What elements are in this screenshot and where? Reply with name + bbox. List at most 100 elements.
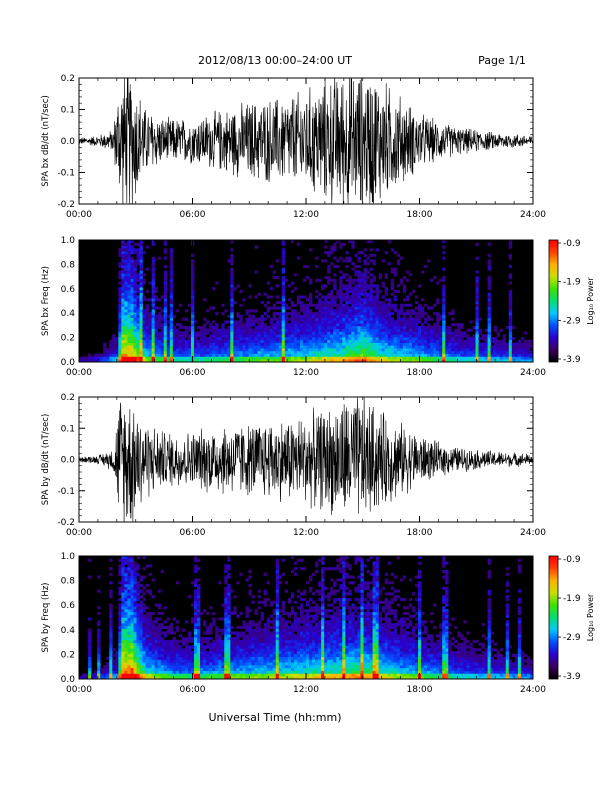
spectrogram-cell <box>142 350 146 354</box>
spectrogram-cell <box>97 575 101 579</box>
spectrogram-cell <box>375 248 379 252</box>
spectrogram-cell <box>272 659 277 663</box>
spectrogram-cell <box>121 309 125 313</box>
spectrogram-cell <box>157 656 162 660</box>
spectrogram-cell <box>145 611 149 616</box>
spectrogram-cell <box>118 611 122 616</box>
spectrogram-cell <box>157 314 162 318</box>
spectrogram-cell <box>257 353 261 357</box>
spectrogram-cell <box>242 667 246 671</box>
spectrogram-cell <box>151 309 155 313</box>
spectrogram-cell <box>309 323 313 327</box>
spectrogram-cell <box>151 651 155 655</box>
spectrogram-cell <box>181 350 186 354</box>
spectrogram-cell <box>118 270 122 274</box>
spectrogram-cell <box>275 665 280 669</box>
spectrogram-cell <box>306 348 310 352</box>
spectrogram-cell <box>417 284 422 288</box>
spectrogram-cell <box>502 356 507 360</box>
spectrogram-cell <box>142 278 146 282</box>
spectrogram-cell <box>514 359 519 362</box>
spectrogram-cell <box>121 320 125 324</box>
spectrogram-cell <box>218 342 222 346</box>
spectrogram-cell <box>324 284 328 288</box>
spectrogram-cell <box>390 312 395 316</box>
spectrogram-cell <box>448 325 452 330</box>
spectrogram-cell <box>263 651 267 655</box>
spectrogram-cell <box>206 637 210 641</box>
spectrogram-cell <box>281 623 286 627</box>
spectrogram-cell <box>151 345 155 349</box>
spectrogram-cell <box>369 306 373 310</box>
spectrogram-cell <box>121 240 125 244</box>
spectrogram-cell <box>278 331 283 335</box>
spectrogram-cell <box>130 245 134 249</box>
spectrogram-cell <box>130 583 134 588</box>
spectrogram-cell <box>290 281 295 285</box>
spectrogram-cell <box>124 281 128 285</box>
spectrogram-cell <box>236 637 240 641</box>
spectrogram-cell <box>194 623 198 627</box>
spectrogram-cell <box>109 642 113 646</box>
spectrogram-cell <box>181 662 186 666</box>
spectrogram-cell <box>345 328 349 332</box>
spectrogram-cell <box>139 639 143 643</box>
spectrogram-cell <box>227 328 231 332</box>
spectrogram-cell <box>242 670 246 674</box>
spectrogram-cell <box>187 648 192 652</box>
spectrogram-cell <box>393 251 398 255</box>
spectrogram-cell <box>357 270 361 274</box>
spectrogram-cell <box>139 625 143 629</box>
spectrogram-cell <box>154 603 158 607</box>
spectrogram-cell <box>148 625 152 629</box>
spectrogram-cell <box>194 648 198 652</box>
spectrogram-cell <box>230 328 234 332</box>
spectrogram-cell <box>103 342 107 346</box>
spectrogram-cell <box>200 345 204 349</box>
spectrogram-cell <box>414 339 419 343</box>
spectrogram-cell <box>414 353 419 357</box>
spectrogram-cell <box>275 564 280 568</box>
spectrogram-cell <box>339 339 343 343</box>
spectrogram-cell <box>342 337 346 341</box>
spectrogram-cell <box>142 586 146 590</box>
spectrogram-cell <box>145 667 149 671</box>
spectrogram-cell <box>318 312 322 316</box>
spectrogram-cell <box>82 356 86 360</box>
spectrogram-cell <box>97 670 101 674</box>
spectrogram-cell <box>160 676 165 679</box>
spectrogram-cell <box>439 325 443 330</box>
spectrogram-cell <box>411 323 416 327</box>
spectrogram-cell <box>263 345 267 349</box>
spectrogram-cell <box>339 245 343 249</box>
spectrogram-cell <box>302 312 307 316</box>
spectrogram-cell <box>224 665 228 669</box>
spectrogram-cell <box>460 337 464 341</box>
spectrogram-cell <box>424 345 428 349</box>
spectrogram-cell <box>345 301 349 305</box>
spectrogram-cell <box>381 339 385 343</box>
spectrogram-cell <box>212 339 216 343</box>
spectrogram-cell <box>245 320 249 324</box>
spectrogram-cell <box>163 240 168 244</box>
spectrogram-cell <box>115 345 119 349</box>
spectrogram-cell <box>169 289 174 293</box>
spectrogram-cell <box>139 670 143 674</box>
spectrogram-cell <box>324 240 328 244</box>
spectrogram-cell <box>351 312 355 316</box>
spectrogram-cell <box>139 331 143 335</box>
spectrogram-cell <box>151 645 155 649</box>
spectrogram-cell <box>269 665 274 669</box>
spectrogram-cell <box>493 325 497 330</box>
spectrogram-cell <box>269 662 274 666</box>
spectrogram-cell <box>275 317 280 321</box>
spectrogram-cell <box>139 673 143 677</box>
spectrogram-cell <box>88 639 92 643</box>
spectrogram-cell <box>127 586 131 590</box>
spectrogram-cell <box>127 323 131 327</box>
spectrogram-cell <box>121 581 125 585</box>
y-tick-label: -0.1 <box>57 169 75 179</box>
spectrogram-cell <box>163 314 168 318</box>
spectrogram-cell <box>487 342 491 346</box>
spectrogram-cell <box>224 642 228 646</box>
